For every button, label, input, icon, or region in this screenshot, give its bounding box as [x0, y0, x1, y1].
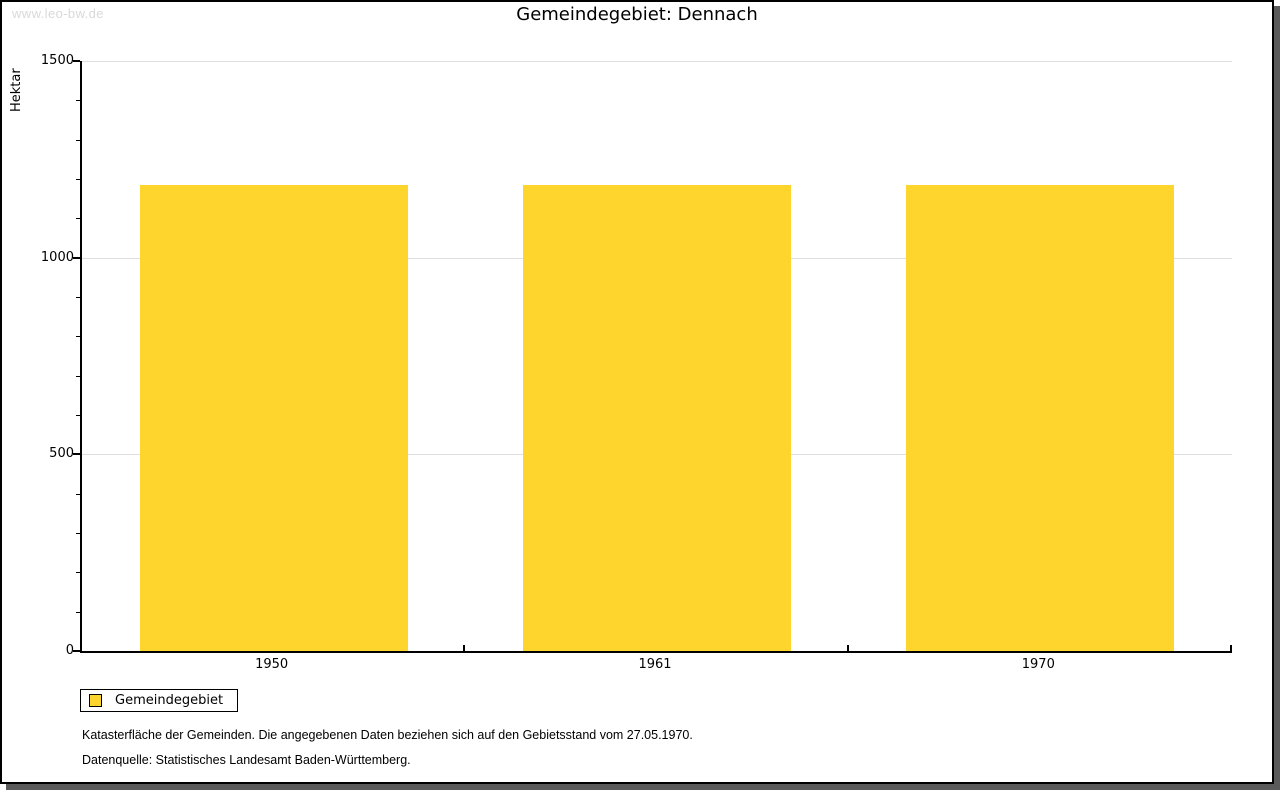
bar-1950 — [139, 184, 408, 651]
bar-1970 — [906, 184, 1175, 651]
y-tick-label-1000: 1000 — [40, 249, 74, 265]
y-major-tick-500 — [73, 453, 80, 456]
x-tick-label-1950: 1950 — [255, 657, 289, 672]
legend: Gemeindegebiet — [80, 689, 239, 712]
x-axis-divider-tick-1 — [463, 645, 466, 651]
x-tick-label-1961: 1961 — [638, 657, 672, 672]
y-minor-tick-900 — [76, 297, 80, 298]
x-tick-label-1970: 1970 — [1021, 657, 1055, 672]
y-minor-tick-200 — [76, 572, 80, 574]
bar-1961 — [522, 184, 792, 651]
y-axis-label: Hektar — [9, 68, 24, 112]
watermark: www.leo-bw.de — [12, 6, 104, 21]
y-tick-label-500: 500 — [49, 446, 74, 462]
y-minor-tick-1200 — [76, 179, 80, 180]
y-minor-tick-1100 — [76, 218, 80, 220]
chart-title: Gemeindegebiet: Dennach — [516, 4, 758, 25]
y-tick-label-0: 0 — [65, 643, 74, 658]
y-major-tick-0 — [73, 650, 80, 652]
y-major-tick-1500 — [73, 60, 80, 62]
legend-label: Gemeindegebiet — [115, 693, 224, 708]
y-minor-tick-300 — [76, 533, 80, 534]
footnote-gebietsstand: Katasterfläche der Gemeinden. Die angege… — [82, 728, 693, 742]
y-minor-tick-800 — [76, 336, 80, 338]
x-axis-divider-tick-2 — [846, 645, 849, 651]
y-major-tick-1000 — [73, 256, 80, 259]
y-minor-tick-1400 — [76, 100, 80, 102]
y-minor-tick-700 — [76, 375, 80, 377]
y-tick-label-1500: 1500 — [40, 53, 74, 68]
y-minor-tick-100 — [76, 611, 80, 613]
x-axis-end-tick — [1230, 645, 1232, 651]
y-minor-tick-400 — [76, 493, 80, 495]
legend-swatch — [89, 694, 102, 707]
gridline-1500 — [82, 61, 1232, 62]
plot-area — [80, 61, 1232, 653]
y-minor-tick-1300 — [76, 139, 80, 141]
y-minor-tick-600 — [76, 415, 80, 416]
footnote-datenquelle: Datenquelle: Statistisches Landesamt Bad… — [82, 753, 411, 767]
